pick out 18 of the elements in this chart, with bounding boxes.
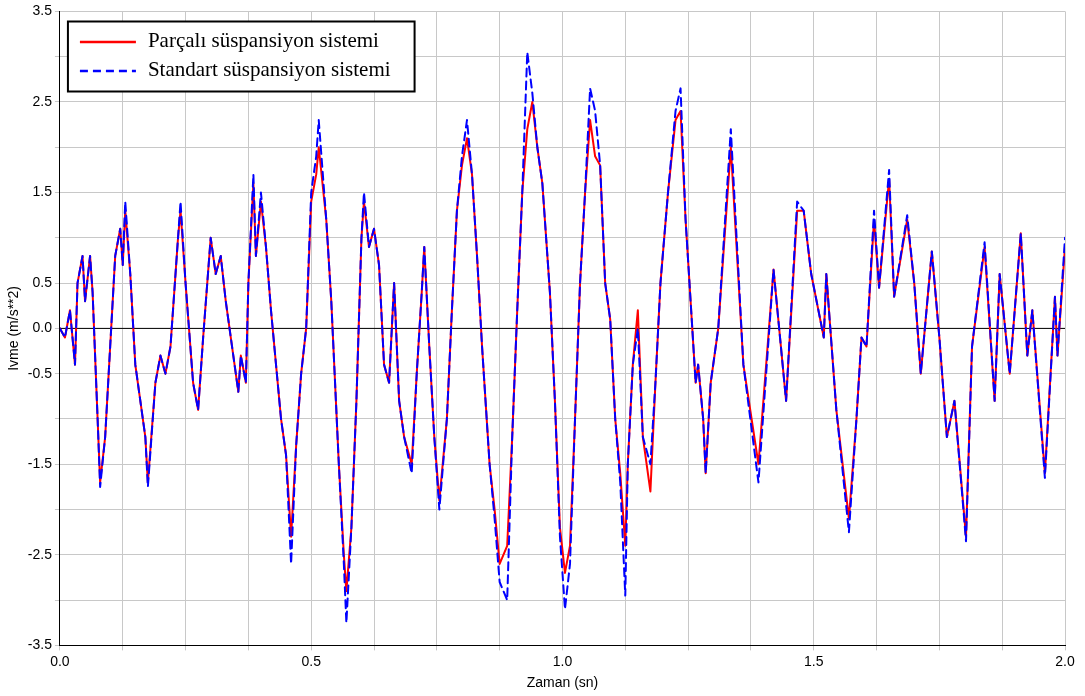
y-tick-label: 0.0 [32, 319, 53, 336]
y-tick-label: 2.5 [32, 92, 53, 109]
y-axis-title: Ivme (m/s**2) [5, 286, 22, 371]
y-tick-label: -1.5 [27, 455, 53, 472]
x-tick-label: 1.5 [804, 652, 824, 669]
y-tick-label: 1.5 [32, 183, 53, 200]
y-tick-label: -2.5 [27, 545, 53, 562]
x-tick-label: 2.0 [1055, 652, 1075, 669]
y-tick-label: 3.5 [32, 2, 53, 19]
x-tick-label: 0.0 [50, 652, 70, 669]
legend-label: Standart süspansiyon sistemi [147, 57, 391, 82]
y-tick-label: -0.5 [27, 364, 53, 381]
y-tick-label: 0.5 [32, 273, 53, 290]
x-axis-title: Zaman (sn) [526, 674, 599, 691]
x-tick-label: 1.0 [552, 652, 573, 669]
x-tick-label: 0.5 [301, 652, 322, 669]
legend-label: Parçalı süspansiyon sistemi [147, 28, 380, 53]
y-tick-label: -3.5 [27, 636, 53, 653]
